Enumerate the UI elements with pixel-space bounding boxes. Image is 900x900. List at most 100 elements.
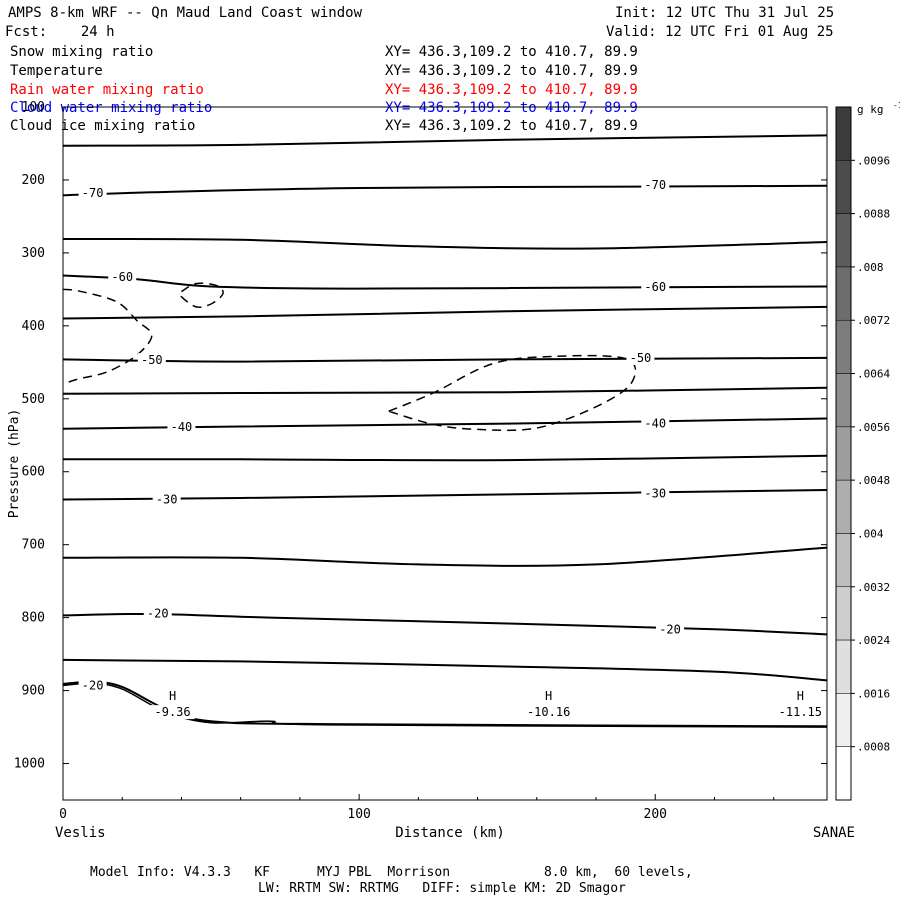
colorbar-bin bbox=[835, 213, 852, 268]
colorbar-level-label: .004 bbox=[857, 527, 884, 540]
isotherm-11 bbox=[62, 612, 828, 636]
colorbar-unit-exponent: -1 bbox=[893, 101, 900, 110]
isotherm-label: -60 bbox=[644, 280, 666, 294]
isotherm-6 bbox=[62, 386, 828, 395]
high-value: -11.15 bbox=[779, 705, 822, 719]
isotherm-label-bg bbox=[641, 178, 670, 193]
x-tick-label: 100 bbox=[347, 807, 370, 822]
model-info-line2: LW: RRTM SW: RRTMG DIFF: simple KM: 2D S… bbox=[258, 881, 626, 896]
high-value-bg bbox=[150, 705, 195, 720]
isotherm-label: -30 bbox=[156, 492, 178, 506]
y-tick-label: 600 bbox=[22, 465, 45, 480]
isotherm-label-bg bbox=[152, 492, 181, 507]
colorbar-bin bbox=[835, 479, 852, 534]
isotherm-label: -40 bbox=[171, 420, 193, 434]
high-value-bg bbox=[526, 705, 571, 720]
colorbar-bin bbox=[835, 693, 852, 747]
isotherm-label: -20 bbox=[659, 622, 681, 636]
isotherm-8 bbox=[62, 454, 828, 462]
high-mark: H bbox=[545, 689, 552, 703]
init-time: Init: 12 UTC Thu 31 Jul 25 bbox=[615, 5, 835, 21]
isotherm-5 bbox=[62, 356, 828, 363]
isotherm-0 bbox=[62, 134, 828, 147]
isotherm-label: -20 bbox=[147, 606, 169, 620]
field-cloud-ice-name: Cloud ice mixing ratio bbox=[10, 118, 196, 134]
right-endpoint-label: SANAE bbox=[813, 825, 855, 841]
y-axis-label: Pressure (hPa) bbox=[7, 409, 22, 519]
isotherm-label-bg bbox=[143, 606, 172, 621]
colorbar-bin bbox=[835, 426, 852, 481]
model-info-line1: Model Info: V4.3.3 KF MYJ PBL Morrison 8… bbox=[90, 865, 693, 880]
isotherm-label-bg bbox=[626, 350, 655, 365]
isotherm-9 bbox=[62, 489, 828, 501]
isotherm-label: -60 bbox=[111, 270, 133, 284]
y-tick-label: 700 bbox=[22, 538, 45, 553]
isotherm-12 bbox=[62, 658, 828, 682]
isotherm-label: -40 bbox=[644, 417, 666, 431]
colorbar-bin bbox=[835, 746, 852, 801]
x-tick-label: 0 bbox=[59, 807, 67, 822]
field-cloud-water-name: Cloud water mixing ratio bbox=[10, 100, 213, 116]
colorbar-bin bbox=[835, 586, 852, 641]
isotherm-label-bg bbox=[641, 486, 670, 501]
valid-time: Valid: 12 UTC Fri 01 Aug 25 bbox=[606, 24, 834, 40]
field-cloud-water-xy: XY= 436.3,109.2 to 410.7, 89.9 bbox=[385, 100, 638, 116]
high-value: -10.16 bbox=[527, 705, 570, 719]
colorbar-bin bbox=[835, 319, 852, 374]
isotherm-10 bbox=[62, 546, 828, 567]
high-value-bg bbox=[778, 705, 823, 720]
isotherm-label: -70 bbox=[82, 186, 104, 200]
isotherm-2 bbox=[62, 237, 828, 250]
y-tick-label: 800 bbox=[22, 611, 45, 626]
field-cloud-ice-xy: XY= 436.3,109.2 to 410.7, 89.9 bbox=[385, 118, 638, 134]
colorbar-bin bbox=[835, 373, 852, 428]
colorbar-level-label: .0016 bbox=[857, 687, 890, 700]
colorbar-unit-label: g kg bbox=[857, 103, 884, 116]
isotherm-label-bg bbox=[78, 678, 107, 693]
isotherm-1 bbox=[62, 184, 828, 197]
field-rain-name: Rain water mixing ratio bbox=[10, 82, 204, 98]
colorbar-bin bbox=[835, 266, 852, 321]
isotherm-label: -20 bbox=[82, 678, 104, 692]
high-value: -9.36 bbox=[155, 705, 191, 719]
colorbar-frame bbox=[835, 106, 852, 801]
y-tick-label: 900 bbox=[22, 684, 45, 699]
field-temperature-name: Temperature bbox=[10, 63, 103, 79]
isotherm-label-bg bbox=[641, 280, 670, 295]
colorbar-level-label: .0032 bbox=[857, 581, 890, 594]
cloud-ice-contour-0 bbox=[62, 288, 153, 385]
colorbar-level-label: .0096 bbox=[857, 154, 890, 167]
isotherm-7 bbox=[62, 417, 828, 430]
field-temperature-xy: XY= 436.3,109.2 to 410.7, 89.9 bbox=[385, 63, 638, 79]
colorbar-level-label: .0056 bbox=[857, 421, 890, 434]
y-tick-label: 500 bbox=[22, 392, 45, 407]
field-snow-name: Snow mixing ratio bbox=[10, 44, 154, 60]
colorbar-level-label: .0064 bbox=[857, 368, 890, 381]
colorbar-level-label: .0088 bbox=[857, 208, 890, 221]
y-tick-label: 300 bbox=[22, 246, 45, 261]
isotherm-label-bg bbox=[641, 416, 670, 431]
colorbar-level-label: .008 bbox=[857, 261, 884, 274]
colorbar-bin bbox=[835, 533, 852, 588]
forecast-hour: Fcst: 24 h bbox=[5, 24, 115, 40]
high-mark: H bbox=[797, 689, 804, 703]
isotherm-label-bg bbox=[108, 269, 137, 284]
colorbar-level-label: .0024 bbox=[857, 634, 890, 647]
cloud-ice-contour-2 bbox=[388, 354, 637, 432]
chart-title: AMPS 8-km WRF -- Qn Maud Land Coast wind… bbox=[8, 5, 363, 21]
colorbar-bin bbox=[835, 106, 852, 161]
colorbar-level-label: .0008 bbox=[857, 741, 890, 754]
isotherm-label-bg bbox=[78, 186, 107, 201]
colorbar-level-label: .0048 bbox=[857, 474, 890, 487]
field-rain-xy: XY= 436.3,109.2 to 410.7, 89.9 bbox=[385, 82, 638, 98]
isotherm-label: -50 bbox=[630, 351, 652, 365]
x-axis-label: Distance (km) bbox=[395, 825, 505, 841]
field-snow-xy: XY= 436.3,109.2 to 410.7, 89.9 bbox=[385, 44, 638, 60]
plot-frame bbox=[62, 106, 828, 801]
isotherm-label-bg bbox=[137, 353, 166, 368]
isotherm-3 bbox=[62, 274, 828, 290]
isotherm-label: -50 bbox=[141, 353, 163, 367]
isotherm-13 bbox=[62, 680, 828, 728]
y-tick-label: 200 bbox=[22, 173, 45, 188]
